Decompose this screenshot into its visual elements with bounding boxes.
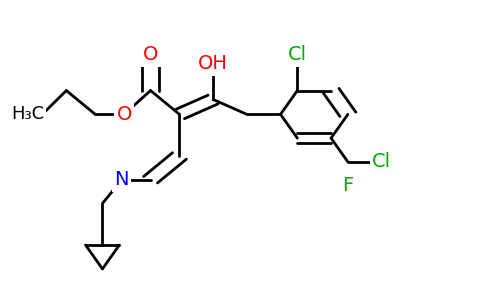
Text: O: O (143, 45, 158, 64)
Text: O: O (117, 105, 132, 124)
Text: N: N (114, 170, 129, 189)
Text: H₃C: H₃C (11, 105, 45, 123)
Text: F: F (342, 176, 353, 195)
Text: Cl: Cl (288, 45, 307, 64)
Text: OH: OH (198, 54, 228, 73)
Text: Cl: Cl (372, 152, 391, 171)
